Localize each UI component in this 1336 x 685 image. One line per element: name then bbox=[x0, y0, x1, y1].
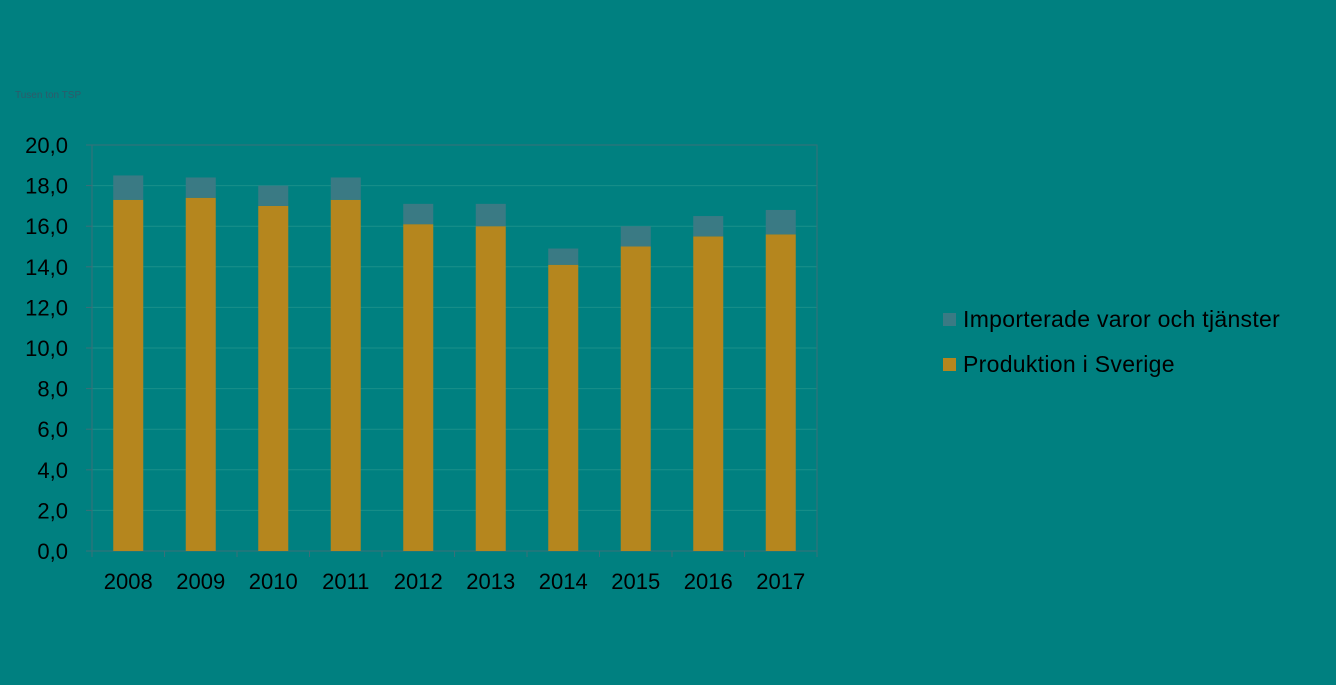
x-tick-label: 2017 bbox=[756, 569, 805, 594]
x-tick-label: 2016 bbox=[684, 569, 733, 594]
x-tick-label: 2015 bbox=[611, 569, 660, 594]
y-tick-label: 0,0 bbox=[37, 539, 68, 564]
chart-legend: Importerade varor och tjänster Produktio… bbox=[943, 306, 1281, 398]
x-tick-label: 2011 bbox=[322, 569, 369, 594]
bar-import bbox=[765, 209, 796, 235]
bar-production bbox=[403, 224, 434, 552]
bar-import bbox=[620, 226, 651, 247]
legend-swatch-production bbox=[943, 358, 956, 371]
x-tick-label: 2014 bbox=[539, 569, 588, 594]
bar-production bbox=[258, 205, 289, 551]
y-tick-label: 4,0 bbox=[37, 458, 68, 483]
y-tick-label: 6,0 bbox=[37, 417, 68, 442]
legend-item-import: Importerade varor och tjänster bbox=[943, 306, 1281, 332]
bar-production bbox=[185, 197, 216, 551]
bar-production bbox=[693, 236, 724, 551]
x-tick-label: 2010 bbox=[249, 569, 298, 594]
bar-import bbox=[403, 203, 434, 225]
bar-production bbox=[765, 234, 796, 551]
bar-import bbox=[185, 177, 216, 198]
x-tick-label: 2008 bbox=[104, 569, 153, 594]
y-tick-label: 18,0 bbox=[25, 174, 68, 199]
bar-production bbox=[330, 199, 361, 551]
bar-import bbox=[113, 175, 144, 200]
y-tick-label: 12,0 bbox=[25, 295, 68, 320]
bar-import bbox=[330, 177, 361, 200]
x-tick-label: 2009 bbox=[176, 569, 225, 594]
legend-item-production: Produktion i Sverige bbox=[943, 351, 1280, 377]
bar-import bbox=[475, 203, 506, 227]
bar-production bbox=[620, 246, 651, 551]
legend-label-import: Importerade varor och tjänster bbox=[963, 306, 1281, 332]
bar-import bbox=[548, 248, 579, 265]
bar-production bbox=[475, 226, 506, 551]
bar-import bbox=[258, 185, 289, 206]
y-tick-label: 20,0 bbox=[25, 133, 68, 158]
x-tick-label: 2013 bbox=[466, 569, 515, 594]
bar-import bbox=[693, 216, 724, 237]
y-tick-label: 14,0 bbox=[25, 255, 68, 280]
y-tick-label: 8,0 bbox=[37, 377, 68, 402]
x-tick-label: 2012 bbox=[394, 569, 443, 594]
y-tick-label: 10,0 bbox=[25, 336, 68, 361]
y-tick-label: 2,0 bbox=[37, 498, 68, 523]
legend-label-production: Produktion i Sverige bbox=[963, 351, 1175, 377]
bar-production bbox=[548, 264, 579, 551]
unit-label: Tusen ton TSP bbox=[15, 90, 82, 101]
legend-swatch-import bbox=[943, 313, 956, 326]
y-tick-label: 16,0 bbox=[25, 214, 68, 239]
bar-production bbox=[113, 199, 144, 551]
